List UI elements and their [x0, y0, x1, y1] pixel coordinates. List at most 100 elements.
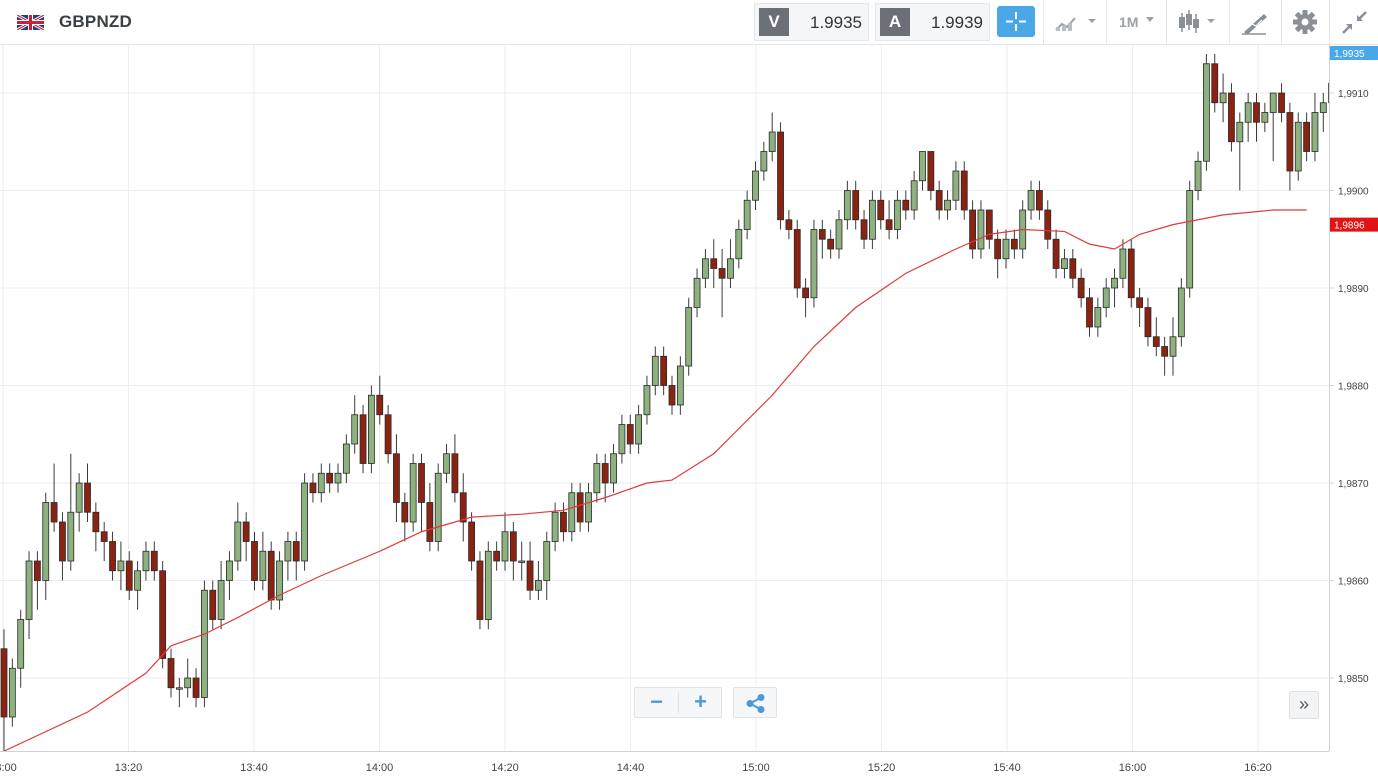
candle-bull — [568, 492, 576, 533]
candle-bear — [84, 482, 91, 513]
candle-bear — [92, 511, 100, 533]
chart-type-line-button[interactable] — [1043, 0, 1106, 45]
candle-bull — [835, 219, 843, 250]
candle-bull — [1244, 102, 1252, 123]
moving-average-line — [3, 209, 1307, 751]
candle-bear — [1077, 277, 1085, 299]
candle-bear — [827, 238, 835, 250]
candle-bull — [1119, 248, 1127, 279]
collapse-icon — [1342, 11, 1367, 34]
candle-bear — [109, 541, 116, 572]
settings-button[interactable] — [1281, 0, 1329, 45]
candle-bull — [351, 414, 359, 445]
candle-bull — [175, 687, 183, 690]
bid-label: V — [759, 8, 789, 36]
chart-type-candles-button[interactable] — [1166, 0, 1229, 45]
candle-bull — [752, 170, 759, 201]
candle-bear — [401, 502, 409, 523]
candle-bull — [1061, 258, 1068, 269]
candle-bear — [526, 560, 534, 591]
candle-bear — [785, 219, 793, 230]
candle-bear — [209, 589, 217, 620]
candle-bear — [167, 658, 175, 689]
candlestick-type-icon — [1179, 10, 1215, 33]
bid-price-button[interactable]: V 1.9935 — [754, 3, 869, 41]
time-tick-label: 14:40 — [617, 762, 645, 774]
candle-bear — [860, 219, 868, 240]
timeframe-dropdown[interactable]: 1M — [1106, 0, 1166, 45]
candle-bull — [443, 453, 450, 474]
candle-bear — [242, 521, 250, 542]
zoom-divider — [678, 692, 679, 713]
candle-bull — [651, 355, 659, 386]
drawing-tools-button[interactable] — [1229, 0, 1281, 45]
candle-bull — [334, 472, 342, 484]
candle-bull — [593, 463, 601, 494]
candle-bull — [367, 394, 375, 464]
time-axis: 13:00 13:20 13:40 14:00 14:20 14:40 15:00 15:20… — [0, 751, 1329, 781]
candle-bear — [384, 414, 392, 455]
candle-bear — [560, 511, 567, 533]
zoom-in-button[interactable]: + — [694, 689, 707, 714]
time-tick-label: 13:20 — [115, 762, 143, 774]
candle-bear — [159, 570, 167, 659]
candle-bear — [668, 385, 676, 406]
candle-bull — [25, 560, 33, 620]
candle-bull — [944, 199, 951, 211]
candle-bear — [802, 287, 809, 299]
candle-bull — [1094, 307, 1102, 328]
candle-bear — [150, 550, 158, 572]
candle-bear — [1228, 92, 1235, 143]
price-tick-label: 1,9860 — [1338, 577, 1369, 588]
candle-bull — [184, 677, 192, 689]
candle-bull — [1002, 238, 1010, 260]
candle-bear — [710, 258, 718, 269]
candle-bear — [476, 560, 484, 620]
current-price-label: 1,9935 — [1334, 49, 1365, 60]
candle-bull — [894, 199, 901, 230]
time-tick-label: 13:00 — [0, 762, 17, 774]
collapse-button[interactable] — [1329, 0, 1378, 45]
price-chart[interactable] — [0, 45, 1329, 751]
candle-bear — [985, 209, 993, 240]
candle-bull — [284, 541, 292, 562]
candle-bull — [1169, 336, 1177, 357]
candle-bull — [977, 209, 985, 250]
zoom-out-button[interactable]: − — [650, 689, 663, 714]
candle-bear — [50, 502, 58, 523]
ask-label: A — [880, 8, 910, 36]
candle-bear — [1044, 209, 1052, 240]
candle-bear — [1069, 258, 1077, 279]
time-tick-label: 15:20 — [868, 762, 896, 774]
candle-bull — [42, 502, 50, 581]
candle-bear — [601, 463, 609, 484]
candle-bull — [735, 229, 743, 260]
candle-bull — [117, 560, 125, 572]
candle-bear — [1278, 92, 1285, 113]
scroll-to-latest-button[interactable]: » — [1289, 691, 1319, 719]
candle-bear — [626, 424, 634, 445]
candle-bull — [618, 424, 626, 455]
ask-price-button[interactable]: A 1.9939 — [875, 3, 990, 41]
bid-value: 1.9935 — [810, 13, 862, 32]
candle-bear — [927, 151, 935, 191]
candle-bear — [1127, 248, 1135, 299]
candle-bear — [1152, 336, 1160, 347]
candle-bull — [1177, 287, 1185, 338]
share-button[interactable] — [733, 687, 777, 718]
candle-bear — [1253, 102, 1260, 123]
time-tick-label: 13:40 — [240, 762, 268, 774]
top-toolbar: GBPNZD V 1.9935 A 1.9939 1M — [0, 0, 1378, 45]
candle-bear — [509, 531, 517, 562]
candle-bull — [1194, 160, 1202, 191]
candle-bear — [793, 229, 801, 289]
crosshair-button[interactable] — [997, 6, 1035, 37]
crosshair-icon — [1006, 12, 1026, 31]
candle-bear — [1144, 307, 1152, 338]
candle-bull — [276, 560, 283, 601]
price-tick-label: 1,9890 — [1338, 284, 1369, 295]
candle-bull — [610, 453, 617, 484]
candle-bull — [200, 589, 208, 698]
chevron-down-icon — [1146, 17, 1154, 22]
candle-bear — [852, 190, 860, 221]
